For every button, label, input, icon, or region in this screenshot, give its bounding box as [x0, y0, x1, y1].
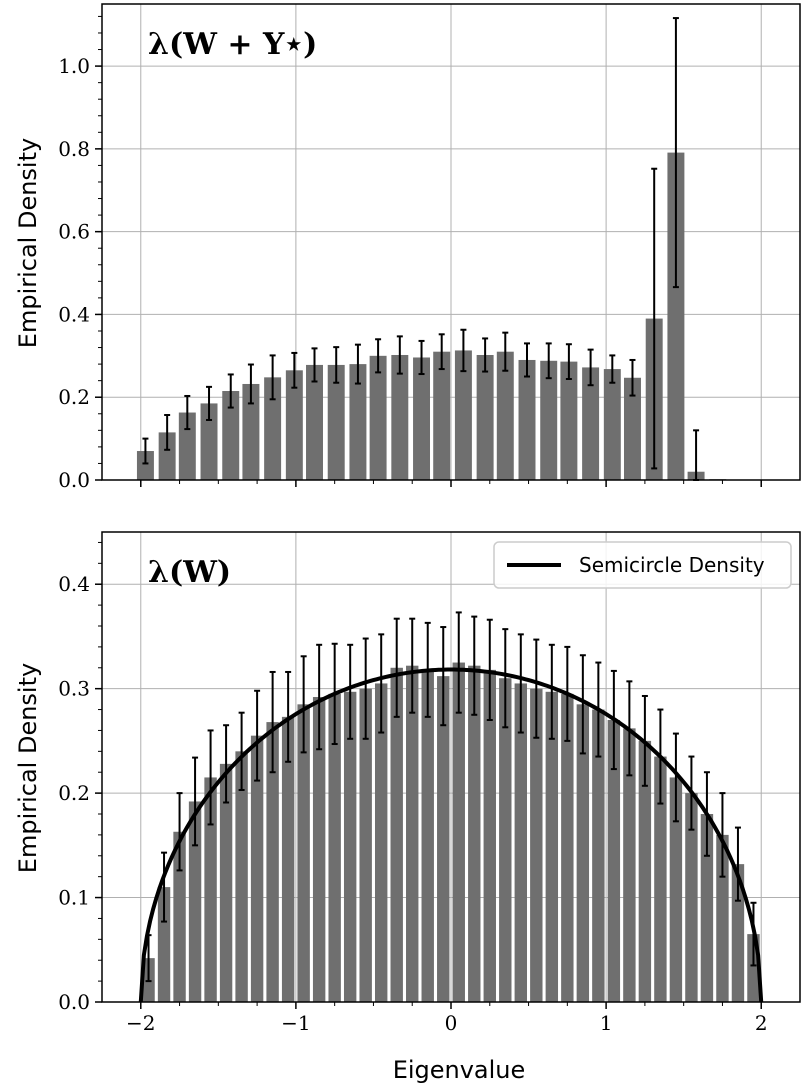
y-tick-label: 0.0 — [58, 468, 90, 492]
panel-label-bottom: λ(W) — [148, 555, 231, 590]
histogram-bar — [327, 364, 345, 480]
histogram-bar — [623, 377, 641, 480]
histogram-bar — [219, 763, 233, 1002]
x-tick-label: 2 — [755, 1011, 768, 1035]
histogram-bar — [603, 369, 621, 480]
histogram-bar — [306, 364, 323, 480]
histogram-bar — [391, 354, 409, 480]
histogram-bar — [200, 403, 218, 480]
histogram-bar — [499, 678, 512, 1002]
histogram-bar — [576, 704, 590, 1002]
histogram-bar — [476, 354, 494, 480]
histogram-bar — [433, 351, 451, 480]
histogram-bar — [454, 350, 472, 480]
histogram-bar — [266, 722, 279, 1002]
histogram-bar — [374, 683, 388, 1002]
histogram-bar — [158, 432, 176, 480]
histogram-bar — [607, 720, 621, 1002]
histogram-bar — [242, 383, 260, 480]
histogram-bar — [264, 377, 282, 480]
ticks-top: 0.0 0.2 0.4 0.6 0.8 1.0 — [58, 15, 762, 492]
histogram-bar — [496, 351, 514, 480]
histogram-bar — [250, 735, 264, 1002]
y-tick-label: 0.3 — [58, 677, 90, 701]
legend: Semicircle Density — [493, 541, 792, 589]
histogram-bar — [483, 669, 496, 1002]
histogram-bar — [592, 709, 605, 1002]
histogram-bar — [285, 370, 303, 480]
histogram-bar — [222, 391, 240, 480]
histogram-bar — [235, 751, 248, 1002]
x-tick-label: −2 — [126, 1011, 155, 1035]
y-tick-label: 0.1 — [58, 886, 90, 910]
histogram-bar — [188, 801, 202, 1002]
x-tick-label: 1 — [600, 1011, 613, 1035]
histogram-bar — [452, 662, 465, 1002]
y-tick-label: 0.4 — [58, 302, 90, 326]
histogram-bar — [685, 793, 698, 1002]
histogram-bar — [173, 831, 186, 1002]
y-tick-label: 0.8 — [58, 137, 90, 161]
x-tick-label: −1 — [281, 1011, 310, 1035]
grid-bottom — [102, 532, 800, 1003]
legend-box — [493, 541, 792, 589]
y-tick-label: 0.4 — [58, 572, 90, 596]
histogram-bar — [328, 693, 341, 1002]
y-tick-label: 1.0 — [58, 54, 90, 78]
histogram-bar — [343, 691, 357, 1002]
x-tick-label: 0 — [445, 1011, 458, 1035]
histogram-bar — [136, 451, 154, 480]
ylabel-bottom: Empirical Density — [14, 663, 42, 873]
histogram-bar — [561, 693, 574, 1002]
panel-label-top: λ(W + Y⋆) — [148, 27, 317, 62]
bars-top — [136, 152, 769, 480]
histogram-bar — [654, 756, 667, 1002]
legend-label: Semicircle Density — [579, 553, 765, 577]
histogram-bar — [359, 688, 372, 1002]
y-tick-label: 0.6 — [58, 220, 90, 244]
histogram-bar — [514, 683, 528, 1002]
histogram-bar — [700, 814, 714, 1002]
histogram-bar — [349, 364, 367, 480]
histogram-bar — [421, 669, 434, 1002]
histogram-bar — [731, 864, 745, 1002]
histogram-bar — [582, 367, 600, 480]
histogram-bar — [157, 887, 171, 1002]
bars-bottom — [142, 662, 760, 1002]
histogram-bar — [406, 665, 419, 1002]
histogram-bar — [413, 357, 431, 480]
errorbars-top — [142, 17, 700, 481]
panel-bottom: −2 −1 0 1 2 0.0 0.1 0.2 0.3 0.4 λ(W) Empirical De… — [14, 531, 801, 1084]
xlabel-bottom: Eigenvalue — [393, 1056, 526, 1084]
semicircle-density-line — [138, 667, 764, 1003]
histogram-bar — [281, 716, 295, 1002]
histogram-bar — [390, 667, 403, 1002]
histogram-bar — [623, 728, 636, 1002]
ticks-bottom: −2 −1 0 1 2 0.0 0.1 0.2 0.3 0.4 — [58, 541, 768, 1035]
histogram-bar — [518, 359, 536, 480]
histogram-bar — [545, 691, 559, 1002]
histogram-bar — [716, 834, 729, 1002]
ylabel-top: Empirical Density — [14, 138, 42, 348]
y-tick-label: 0.2 — [58, 385, 90, 409]
y-tick-label: 0.0 — [58, 990, 90, 1014]
histogram-bar — [669, 777, 683, 1002]
histogram-bar — [540, 360, 558, 480]
histogram-bar — [297, 704, 310, 1002]
histogram-bar — [667, 152, 685, 480]
histogram-bar — [468, 665, 481, 1002]
histogram-bar — [204, 777, 217, 1002]
y-tick-label: 0.2 — [58, 781, 90, 805]
histogram-bar — [530, 688, 543, 1002]
histogram-bar — [312, 697, 326, 1002]
errorbars-bottom — [145, 611, 757, 983]
histogram-bar — [369, 355, 387, 480]
histogram-bar — [638, 740, 652, 1002]
histogram-bar — [560, 361, 578, 480]
panel-top: 0.0 0.2 0.4 0.6 0.8 1.0 λ(W + Y⋆) Empirical D… — [14, 3, 801, 492]
histogram-bar — [178, 412, 196, 480]
histogram-bar — [437, 676, 450, 1002]
